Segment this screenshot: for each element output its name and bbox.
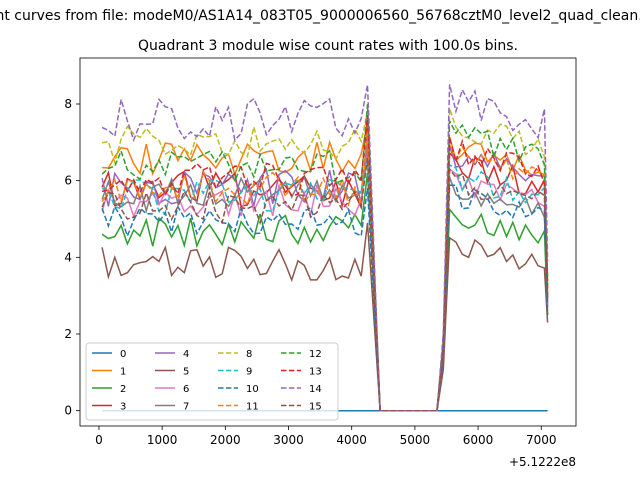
legend-label: 10: [246, 384, 259, 395]
legend-label: 0: [120, 349, 126, 360]
series-line-5: [101, 222, 549, 412]
series-line-9: [101, 161, 549, 412]
axis-ticks: 0 1000 2000 3000 4000 5000 6000 7000 0 2 4 6 8: [64, 97, 556, 447]
series-line-13: [101, 115, 549, 412]
legend-label: 13: [309, 367, 322, 378]
legend-label: 5: [183, 367, 189, 378]
y-tick-label: 0: [64, 404, 72, 418]
x-tick-label: 6000: [463, 433, 494, 447]
chart-suptitle: Light curves from file: modeM0/AS1A14_08…: [0, 8, 640, 24]
legend-label: 12: [309, 349, 322, 360]
series-line-11: [101, 130, 549, 412]
legend-label: 11: [246, 402, 259, 413]
series-line-1: [102, 123, 549, 412]
y-tick-label: 6: [64, 174, 72, 188]
legend-box: [85, 342, 339, 421]
series-line-8: [101, 108, 549, 412]
series-line-2: [101, 172, 549, 412]
legend-label: 7: [183, 402, 189, 413]
x-offset-label: +5.1222e8: [509, 455, 576, 469]
legend-label: 14: [309, 384, 322, 395]
legend-label: 3: [120, 402, 126, 413]
series-line-12: [101, 103, 549, 412]
x-tick-label: 2000: [210, 433, 241, 447]
legend-label: 2: [120, 384, 126, 395]
chart-title: Quadrant 3 module wise count rates with …: [138, 38, 518, 54]
x-tick-label: 5000: [400, 433, 431, 447]
legend-label: 1: [120, 367, 126, 378]
plot-frame: [79, 57, 577, 427]
y-tick-label: 4: [64, 250, 72, 264]
x-tick-label: 4000: [336, 433, 367, 447]
x-tick-label: 7000: [526, 433, 557, 447]
legend-label: 8: [246, 349, 252, 360]
x-tick-label: 1000: [147, 433, 178, 447]
x-tick-label: 3000: [273, 433, 304, 447]
series-layer: [101, 84, 549, 412]
y-tick-label: 8: [64, 97, 72, 111]
x-tick-label: 0: [95, 433, 103, 447]
series-line-14: [101, 84, 549, 412]
y-tick-label: 2: [64, 327, 72, 341]
legend-label: 4: [183, 349, 189, 360]
legend-label: 9: [246, 367, 252, 378]
legend-label: 6: [183, 384, 189, 395]
series-line-15: [101, 157, 549, 412]
legend-label: 15: [309, 402, 322, 413]
